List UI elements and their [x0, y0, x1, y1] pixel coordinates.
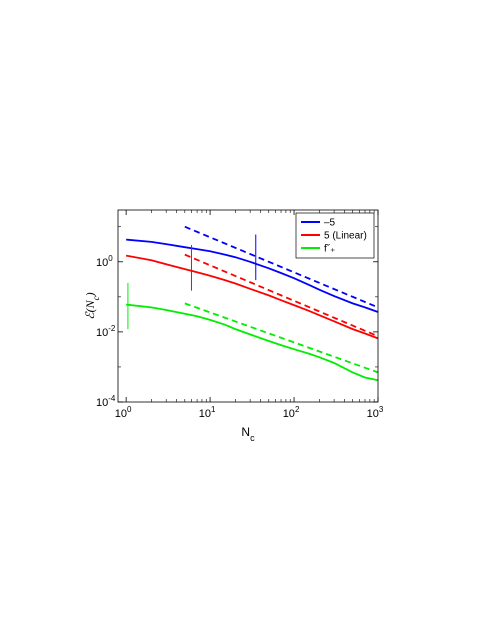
fit-line-1 [184, 253, 379, 338]
legend: –5 5 (Linear) f˘₊ [295, 212, 375, 259]
x-tick-label: 101 [199, 405, 216, 420]
y-tick-label: 10-4 [96, 394, 116, 409]
series-line-1 [125, 254, 379, 340]
fit-line-0 [184, 225, 379, 309]
legend-label-1: 5 (Linear) [324, 231, 367, 242]
x-axis-label: Nc [241, 425, 255, 443]
legend-label-2: f˘₊ [324, 244, 335, 255]
x-tick-label: 103 [367, 405, 384, 420]
plot-frame [117, 209, 379, 403]
y-tick-label: 10-2 [96, 324, 116, 339]
x-tick-label: 100 [115, 405, 132, 420]
y-tick-label: 100 [96, 254, 113, 269]
series-line-2 [126, 303, 379, 382]
series-line-0 [126, 238, 379, 313]
legend-label-0: –5 [324, 218, 336, 229]
y-axis-label: ℰ(Nc) [83, 292, 101, 319]
series-layer [125, 225, 379, 382]
x-tick-label: 102 [283, 405, 300, 420]
errorbar-layer [127, 234, 257, 330]
fit-line-2 [184, 302, 379, 374]
